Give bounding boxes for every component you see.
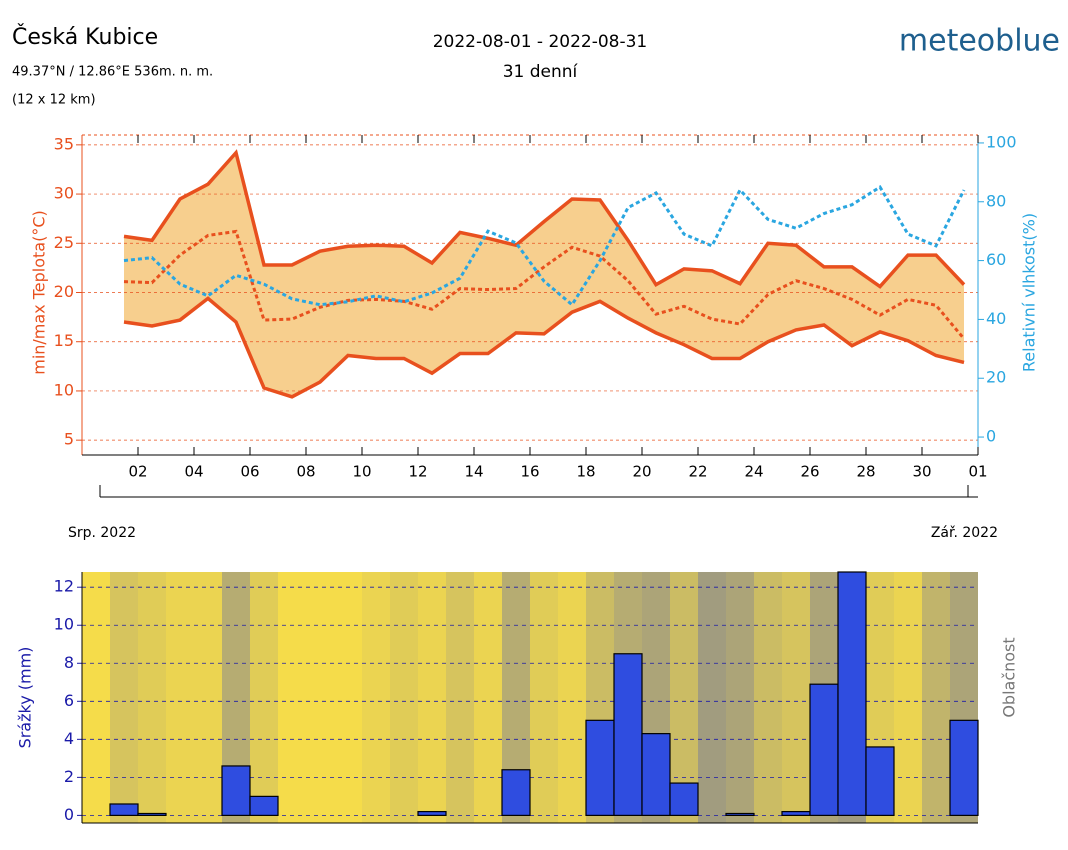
x-tick-label: 28 — [856, 463, 875, 481]
precip-bar — [221, 765, 251, 816]
y-axis-label: min/max Teplota(°C) — [30, 210, 49, 375]
series-line — [123, 184, 966, 307]
y-tick-label: 10 — [54, 615, 74, 634]
y-tick-label: 2 — [64, 767, 74, 786]
month-label: Zář. 2022 — [931, 525, 998, 541]
cloud-stripe — [362, 572, 390, 823]
x-tick-label: 01 — [968, 463, 987, 481]
x-tick-label: 02 — [128, 463, 147, 481]
precip-bar — [809, 683, 839, 816]
cloud-stripe — [166, 572, 194, 823]
x-tick-label: 10 — [352, 463, 371, 481]
y-tick-label: 25 — [54, 233, 74, 252]
precip-bar — [109, 803, 139, 816]
logo: meteoblue — [899, 24, 1060, 59]
x-tick-label: 26 — [800, 463, 819, 481]
x-tick-label: 24 — [744, 463, 763, 481]
precip-bar — [865, 746, 895, 816]
precip-bar — [585, 719, 615, 816]
place: Česká Kubice — [12, 24, 158, 50]
precip-bar — [781, 810, 811, 816]
cloud-stripe — [698, 572, 726, 823]
cloud-stripe — [726, 572, 754, 823]
series-line — [123, 229, 966, 340]
precip-bar — [137, 812, 167, 816]
x-tick-label: 16 — [520, 463, 539, 481]
x-tick-label: 14 — [464, 463, 483, 481]
y-tick-label: 30 — [54, 184, 74, 203]
y2-tick-label: 60 — [986, 250, 1006, 269]
cloud-stripe — [418, 572, 446, 823]
cloud-stripe — [782, 572, 810, 823]
cloud-stripe — [250, 572, 278, 823]
temp-band — [124, 152, 964, 397]
y-tick-label: 15 — [54, 331, 74, 350]
y-tick-label: 10 — [54, 380, 74, 399]
y2-tick-label: 20 — [986, 368, 1006, 387]
series-line — [123, 296, 965, 399]
cloud-stripe — [754, 572, 782, 823]
y2-tick-label: 40 — [986, 309, 1006, 328]
coords: 49.37°N / 12.86°E 536m. n. m. — [12, 65, 213, 80]
cloud-stripe — [558, 572, 586, 823]
x-tick-label: 20 — [632, 463, 651, 481]
x-tick-label: 18 — [576, 463, 595, 481]
y2-axis-label: Relativní vlhkost(%) — [1020, 213, 1039, 372]
cloud-stripe — [530, 572, 558, 823]
precip-bar — [641, 733, 671, 816]
cloud-stripe — [894, 572, 922, 823]
cloud-stripe — [138, 572, 166, 823]
precip-bar — [669, 782, 699, 816]
x-tick-label: 08 — [296, 463, 315, 481]
cloud-stripe — [670, 572, 698, 823]
cloud-stripe — [278, 572, 306, 823]
x-tick-label: 04 — [184, 463, 203, 481]
precip-bar — [249, 795, 279, 816]
precip-bar — [501, 769, 531, 816]
precip-bar — [725, 812, 755, 816]
y-tick-label: 8 — [64, 653, 74, 672]
x-tick-label: 12 — [408, 463, 427, 481]
precip-bar — [613, 653, 643, 816]
y2-tick-label: 0 — [986, 427, 996, 446]
y-tick-label: 12 — [54, 577, 74, 596]
y-axis-label: Srážky (mm) — [16, 647, 35, 749]
cloud-stripe — [194, 572, 222, 823]
resolution: (12 x 12 km) — [12, 93, 96, 108]
cloud-stripe — [446, 572, 474, 823]
cloud-stripe — [334, 572, 362, 823]
y-tick-label: 6 — [64, 691, 74, 710]
y-tick-label: 4 — [64, 729, 74, 748]
cloud-stripe — [390, 572, 418, 823]
cloud-stripe — [474, 572, 502, 823]
y-tick-label: 5 — [64, 430, 74, 449]
precip-bar — [837, 571, 867, 816]
y-tick-label: 20 — [54, 282, 74, 301]
month-label: Srp. 2022 — [68, 525, 136, 541]
x-tick-label: 22 — [688, 463, 707, 481]
y2-tick-label: 80 — [986, 191, 1006, 210]
cloud-stripe — [306, 572, 334, 823]
y-tick-label: 35 — [54, 134, 74, 153]
x-tick-label: 06 — [240, 463, 259, 481]
precip-bar — [417, 810, 447, 816]
y-tick-label: 0 — [64, 805, 74, 824]
cloud-stripe — [110, 572, 138, 823]
period: 2022-08-01 - 2022-08-31 — [433, 32, 648, 52]
y2-tick-label: 100 — [986, 132, 1017, 151]
series-line — [123, 149, 966, 289]
y2-axis-label: Oblačnost — [1000, 637, 1019, 717]
precip-bar — [949, 719, 979, 816]
cloud-stripe — [922, 572, 950, 823]
days: 31 denní — [503, 62, 579, 82]
x-tick-label: 30 — [912, 463, 931, 481]
